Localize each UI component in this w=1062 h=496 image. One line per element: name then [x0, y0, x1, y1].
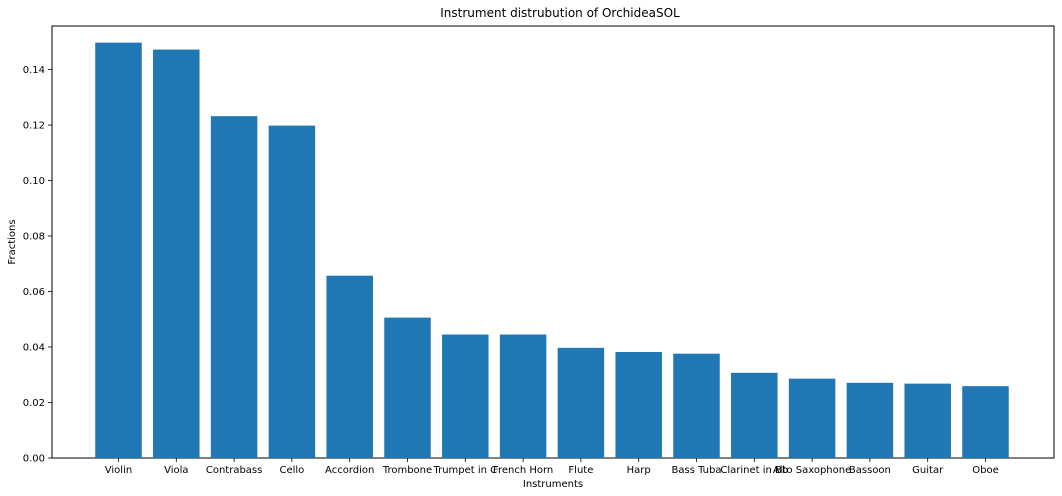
y-tick-label: 0.06	[23, 287, 45, 298]
x-tick-label: Contrabass	[206, 465, 263, 476]
x-axis-label: Instruments	[523, 479, 583, 490]
x-tick-label: Clarinet in Bb	[720, 465, 788, 476]
bar	[904, 383, 951, 458]
chart-title: Instrument distrubution of OrchideaSOL	[440, 6, 680, 20]
x-tick-label: Bassoon	[849, 465, 891, 476]
bars-group	[95, 42, 1009, 459]
bar	[210, 116, 258, 459]
y-tick-label: 0.00	[23, 454, 45, 465]
bar	[557, 347, 605, 458]
bar	[731, 372, 778, 458]
x-tick-label: Alto Saxophone	[773, 465, 851, 476]
x-tick-label: Trumpet in C	[432, 465, 497, 476]
bar	[384, 317, 431, 458]
x-tick-label: Cello	[279, 465, 304, 476]
bar	[499, 334, 547, 458]
x-tick-label: Trombone	[382, 465, 432, 476]
x-tick-label: Harp	[627, 465, 651, 476]
bar	[962, 386, 1009, 458]
y-tick-label: 0.14	[23, 65, 45, 76]
x-tick-label: Viola	[164, 465, 188, 476]
bar	[615, 352, 662, 458]
bar	[673, 353, 720, 458]
y-tick-label: 0.08	[23, 232, 45, 243]
y-tick-label: 0.02	[23, 398, 45, 409]
x-tick-label: Bass Tuba	[672, 465, 722, 476]
x-tick-label: Violin	[105, 465, 132, 476]
x-tick-label: Accordion	[325, 465, 374, 476]
bar	[846, 382, 894, 458]
x-tick-label: Guitar	[912, 465, 944, 476]
x-axis: Violin Viola Contrabass Cello Accordion Tromb…	[105, 458, 999, 476]
y-tick-label: 0.10	[23, 176, 45, 187]
bar	[326, 275, 373, 458]
x-tick-label: French Horn	[493, 465, 553, 476]
plot-area-frame	[51, 25, 1055, 459]
bar	[788, 378, 836, 458]
x-tick-label: Oboe	[972, 465, 999, 476]
y-tick-label: 0.12	[23, 121, 45, 132]
bar	[95, 42, 142, 459]
bar	[268, 125, 316, 459]
bar	[153, 49, 200, 458]
y-axis-label: Fractions	[7, 219, 18, 264]
y-axis: 0.00 0.02 0.04 0.06 0.08 0.10 0.12 0.14	[23, 65, 52, 465]
x-tick-label: Flute	[568, 465, 593, 476]
y-tick-label: 0.04	[23, 343, 45, 354]
bar	[442, 334, 489, 458]
